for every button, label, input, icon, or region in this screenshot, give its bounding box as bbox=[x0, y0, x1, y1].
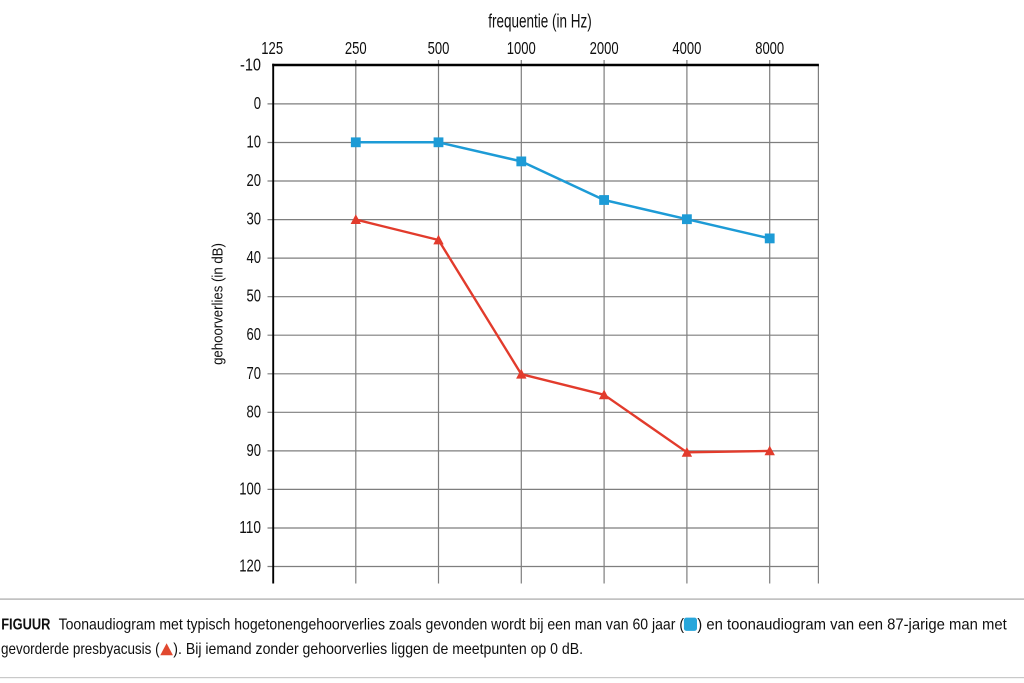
svg-text:250: 250 bbox=[345, 38, 367, 58]
svg-text:0: 0 bbox=[254, 93, 261, 113]
svg-text:100: 100 bbox=[239, 478, 261, 498]
svg-text:frequentie (in Hz): frequentie (in Hz) bbox=[488, 12, 592, 33]
svg-text:40: 40 bbox=[247, 247, 262, 267]
svg-text:gehoorverlies (in dB): gehoorverlies (in dB) bbox=[210, 243, 227, 365]
svg-text:80: 80 bbox=[247, 401, 262, 421]
svg-text:110: 110 bbox=[239, 517, 261, 537]
svg-text:120: 120 bbox=[239, 556, 261, 576]
svg-text:90: 90 bbox=[247, 440, 262, 460]
svg-text:) en toonaudiogram van een 87-: ) en toonaudiogram van een 87-jarige man… bbox=[697, 616, 1007, 633]
svg-text:50: 50 bbox=[247, 286, 262, 306]
svg-text:30: 30 bbox=[247, 209, 262, 229]
svg-text:10: 10 bbox=[247, 132, 262, 152]
svg-text:125: 125 bbox=[261, 38, 283, 58]
svg-text:1000: 1000 bbox=[507, 38, 536, 58]
svg-text:20: 20 bbox=[247, 170, 262, 190]
svg-text:FIGUUR: FIGUUR bbox=[1, 616, 51, 633]
svg-text:60: 60 bbox=[247, 324, 262, 344]
svg-text:2000: 2000 bbox=[590, 38, 619, 58]
svg-text:). Bij iemand zonder gehoorver: ). Bij iemand zonder gehoorverlies ligge… bbox=[173, 641, 583, 658]
svg-text:gevorderde presbyacusis (: gevorderde presbyacusis ( bbox=[1, 641, 160, 658]
svg-text:-10: -10 bbox=[240, 54, 261, 74]
svg-text:70: 70 bbox=[247, 363, 262, 383]
svg-text:4000: 4000 bbox=[672, 38, 701, 58]
svg-text:Toonaudiogram met typisch hoge: Toonaudiogram met typisch hogetonengehoo… bbox=[59, 616, 685, 633]
svg-text:8000: 8000 bbox=[755, 38, 784, 58]
svg-text:500: 500 bbox=[428, 38, 450, 58]
